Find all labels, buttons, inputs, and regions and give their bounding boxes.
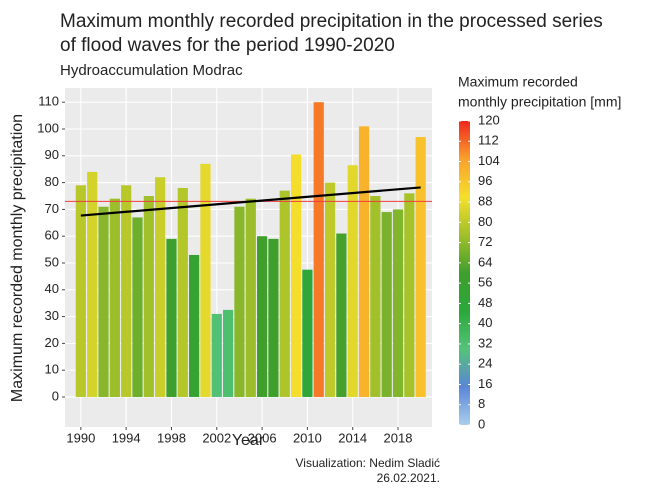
y-tick-label: 80 bbox=[45, 174, 59, 189]
legend-label: 104 bbox=[478, 153, 500, 168]
y-tick-label: 50 bbox=[45, 254, 59, 269]
colorbar bbox=[459, 121, 470, 425]
x-tick-label: 2002 bbox=[202, 430, 231, 445]
bar bbox=[381, 212, 392, 397]
bar bbox=[290, 154, 302, 397]
y-tick-label: 90 bbox=[45, 147, 59, 162]
chart-subtitle: Hydroaccumulation Modrac bbox=[60, 62, 243, 79]
legend-label: 64 bbox=[478, 254, 492, 269]
bar bbox=[234, 206, 245, 397]
caption: 26.02.2021. bbox=[377, 471, 440, 485]
bar bbox=[166, 238, 177, 397]
bar bbox=[121, 185, 132, 397]
bar bbox=[358, 126, 370, 397]
legend-title: monthly precipitation [mm] bbox=[458, 94, 621, 110]
bar bbox=[177, 187, 188, 397]
x-tick-label: 2006 bbox=[248, 430, 277, 445]
bar bbox=[211, 313, 222, 397]
x-tick-label: 2010 bbox=[293, 430, 322, 445]
y-tick-label: 10 bbox=[45, 362, 59, 377]
bar bbox=[200, 163, 211, 397]
legend-label: 24 bbox=[478, 356, 492, 371]
x-axis-title: Year bbox=[232, 432, 265, 449]
legend-label: 120 bbox=[478, 112, 500, 127]
legend-label: 48 bbox=[478, 295, 492, 310]
bar bbox=[279, 190, 290, 397]
bar bbox=[313, 102, 324, 397]
bar bbox=[268, 238, 279, 397]
bar bbox=[245, 198, 256, 397]
y-tick-label: 100 bbox=[37, 120, 59, 135]
bar bbox=[223, 309, 234, 397]
bar bbox=[347, 165, 358, 397]
bar bbox=[143, 195, 154, 397]
bar bbox=[87, 171, 98, 397]
bar bbox=[324, 182, 336, 397]
bar bbox=[75, 185, 86, 397]
bar bbox=[415, 137, 426, 397]
bar bbox=[189, 254, 200, 397]
trend-line bbox=[80, 186, 421, 217]
y-tick-label: 60 bbox=[45, 228, 59, 243]
legend-label: 112 bbox=[478, 133, 499, 148]
y-tick-label: 20 bbox=[45, 335, 59, 350]
x-tick-label: 1994 bbox=[112, 430, 141, 445]
legend-label: 80 bbox=[478, 214, 492, 229]
legend-label: 56 bbox=[478, 275, 492, 290]
legend-title: Maximum recorded bbox=[458, 74, 578, 90]
bar bbox=[109, 198, 120, 397]
y-tick-label: 70 bbox=[45, 201, 59, 216]
bar bbox=[132, 217, 143, 397]
chart-title: Maximum monthly recorded precipitation i… bbox=[60, 11, 603, 32]
legend-label: 96 bbox=[478, 173, 492, 188]
y-tick-label: 110 bbox=[38, 94, 59, 109]
bar bbox=[404, 193, 415, 397]
bar bbox=[155, 177, 166, 397]
y-tick-label: 40 bbox=[45, 281, 59, 296]
legend-label: 16 bbox=[478, 376, 492, 391]
x-tick-label: 1998 bbox=[157, 430, 186, 445]
legend-label: 88 bbox=[478, 194, 492, 209]
x-tick-label: 2018 bbox=[384, 430, 413, 445]
chart-title: of flood waves for the period 1990-2020 bbox=[60, 35, 395, 56]
legend-label: 72 bbox=[478, 234, 492, 249]
legend-label: 32 bbox=[478, 335, 492, 350]
bar bbox=[392, 209, 404, 397]
legend-label: 8 bbox=[478, 396, 485, 411]
y-axis-title: Maximum recorded monthly precipitation bbox=[9, 114, 26, 402]
bar bbox=[256, 236, 268, 397]
bar bbox=[370, 195, 381, 397]
y-tick-label: 0 bbox=[52, 388, 59, 403]
caption: Visualization: Nedim Sladić bbox=[295, 456, 440, 470]
bar bbox=[336, 233, 347, 397]
x-tick-label: 1990 bbox=[66, 430, 95, 445]
x-tick-label: 2014 bbox=[338, 430, 367, 445]
legend-label: 0 bbox=[478, 416, 485, 431]
bar bbox=[98, 206, 109, 397]
legend-label: 40 bbox=[478, 315, 492, 330]
bar bbox=[302, 269, 313, 397]
y-tick-label: 30 bbox=[45, 308, 59, 323]
